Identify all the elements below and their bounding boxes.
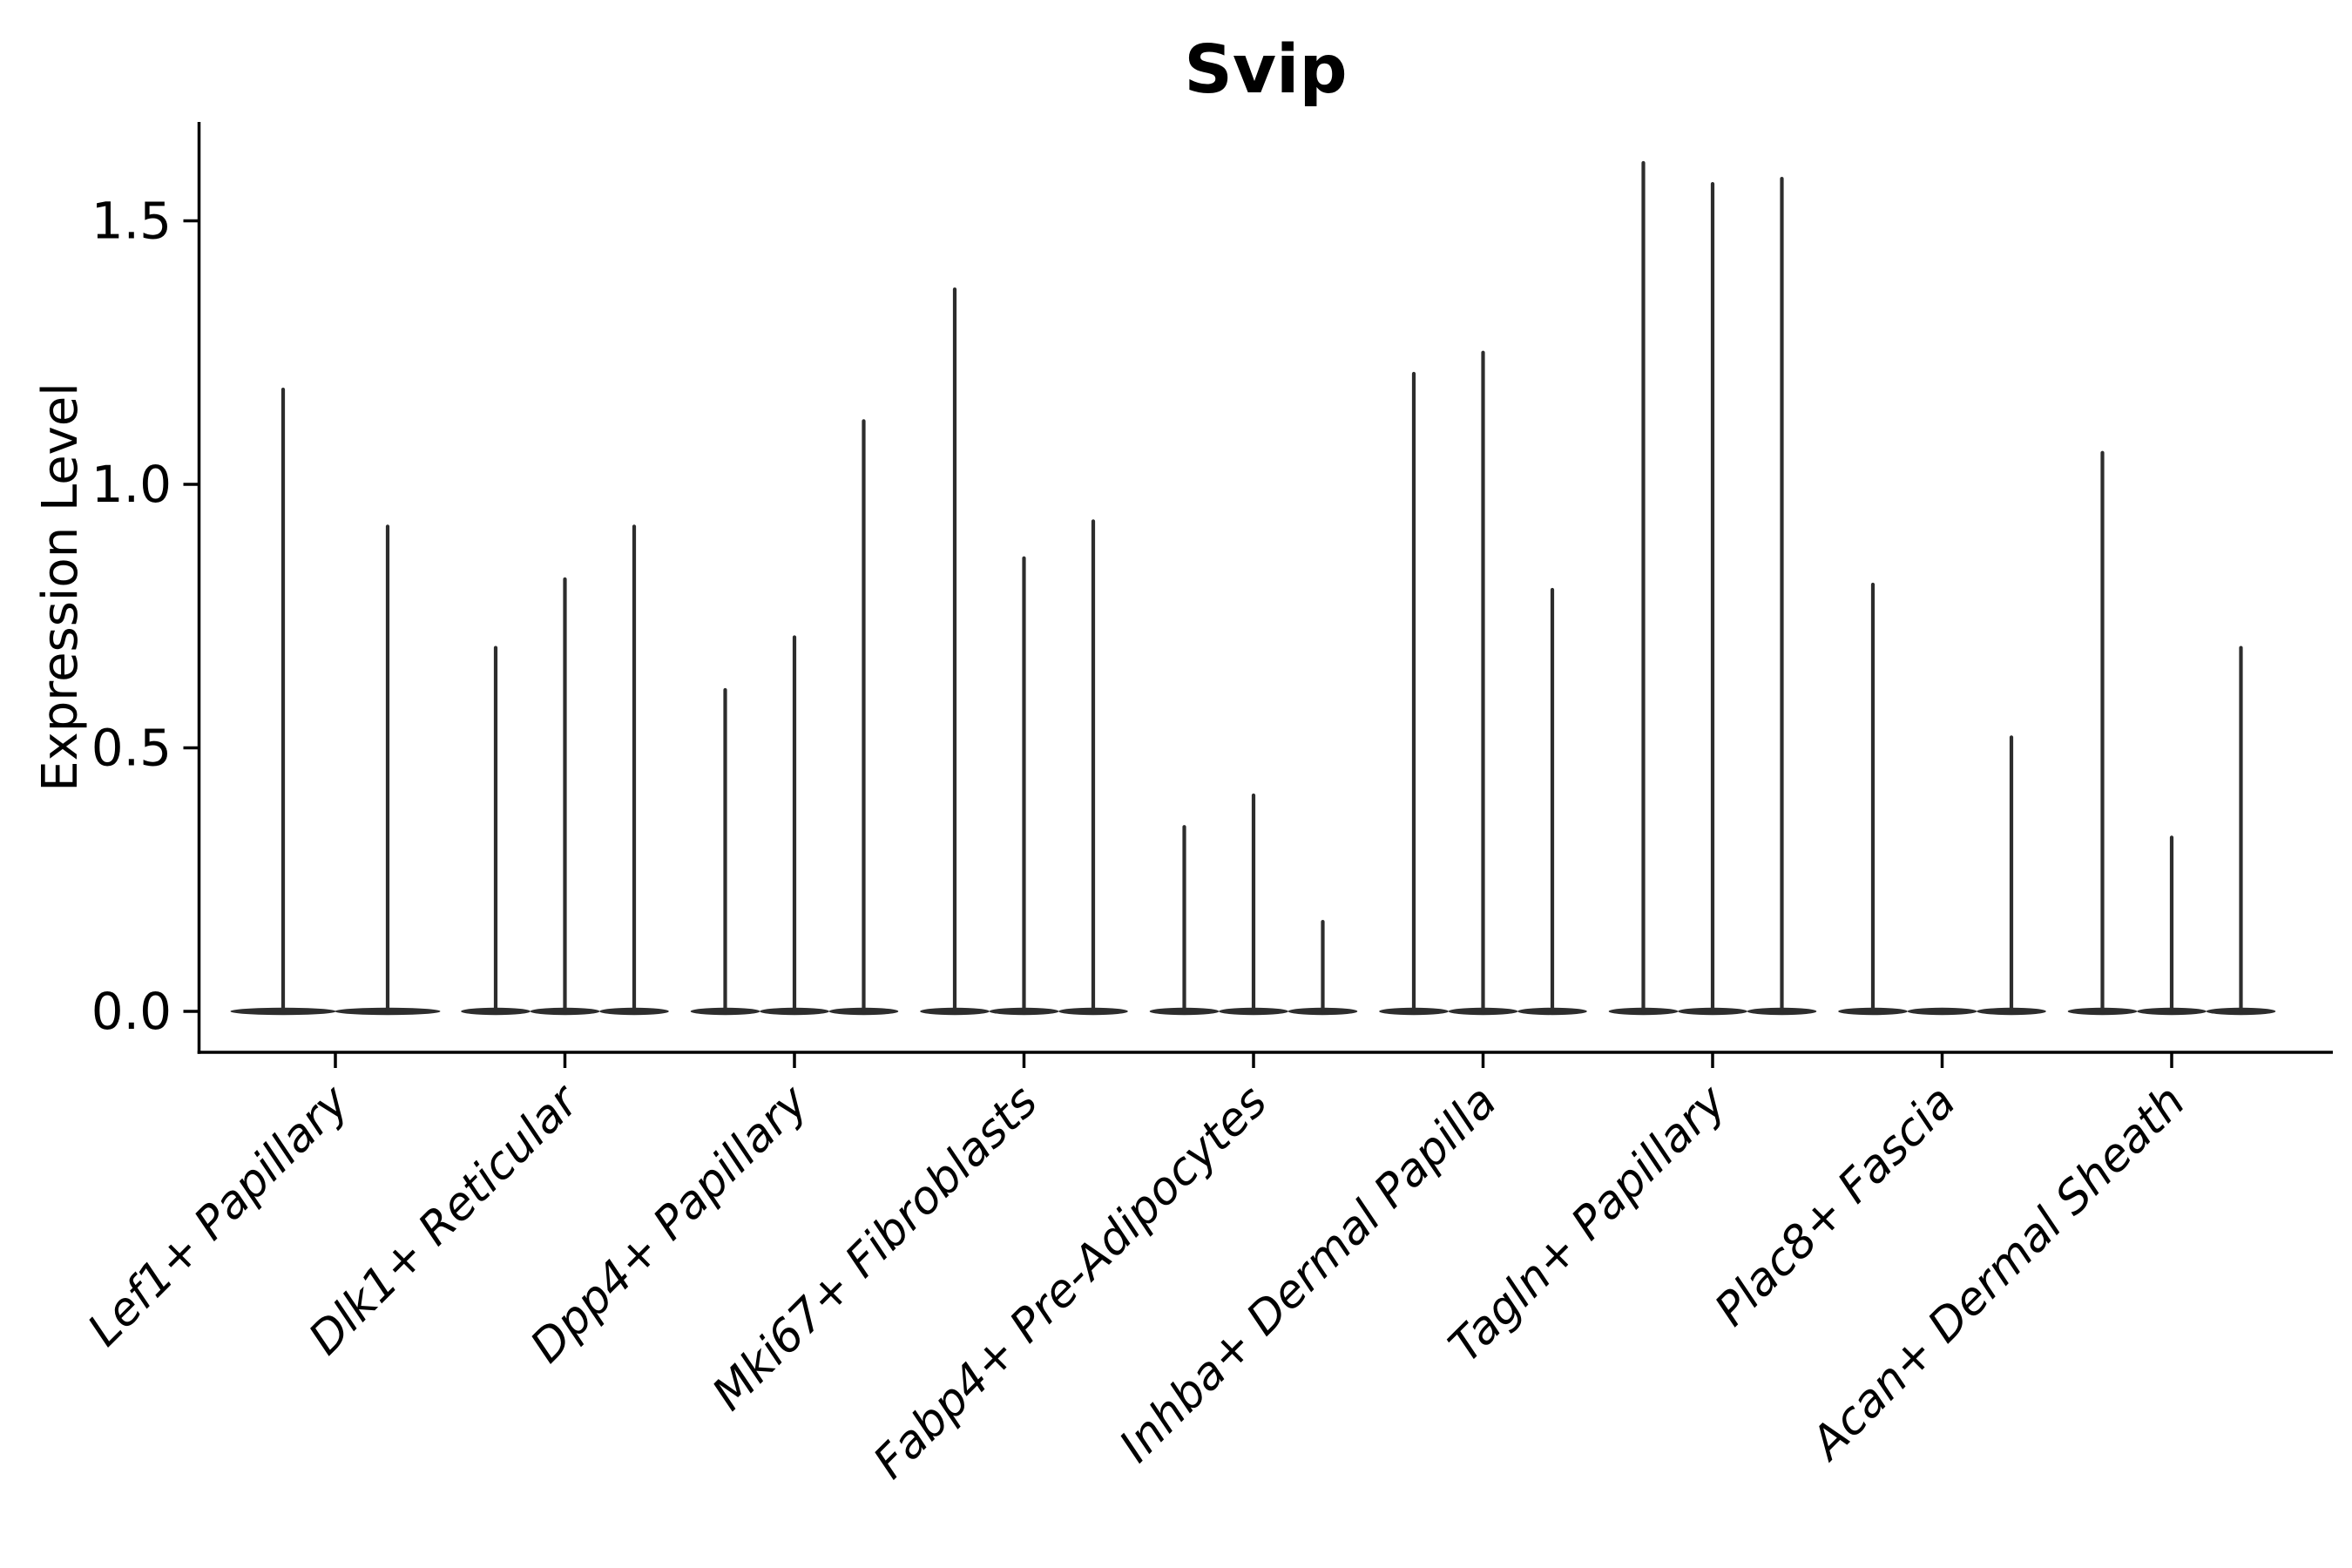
- y-axis-label: Expression Level: [32, 382, 89, 792]
- x-tick-label: Acan+ Dermal Sheath: [1800, 1076, 2195, 1471]
- violin-group: [1379, 350, 1587, 1016]
- y-tick-label: 1.5: [91, 192, 172, 251]
- y-tick-label: 0.0: [91, 982, 172, 1041]
- y-axis-ticks-layer: 0.0 0.5 1.0 1.5: [91, 192, 199, 1041]
- violin-group: [2067, 450, 2276, 1016]
- violin-group: [230, 388, 441, 1016]
- violin-group: [461, 524, 669, 1016]
- violins-layer: [230, 160, 2276, 1016]
- violin-group: [1608, 160, 1817, 1016]
- y-tick-label: 0.5: [91, 719, 172, 778]
- y-tick-label: 1.0: [91, 455, 172, 514]
- violin-base: [1907, 1007, 1977, 1016]
- x-tick-label: Plac8+ Fascia: [1705, 1076, 1965, 1336]
- violin-group: [920, 287, 1128, 1016]
- violin-group: [1149, 793, 1358, 1016]
- violin-group: [1838, 582, 2046, 1016]
- chart-title: Svip: [1184, 31, 1347, 109]
- violin-group: [690, 419, 899, 1016]
- x-tick-label: Inhba+ Dermal Papilla: [1110, 1076, 1507, 1473]
- x-tick-label: Fabp4+ Pre-Adipocytes: [864, 1076, 1278, 1490]
